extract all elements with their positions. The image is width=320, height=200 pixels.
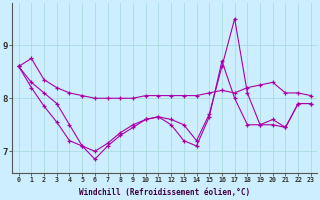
X-axis label: Windchill (Refroidissement éolien,°C): Windchill (Refroidissement éolien,°C): [79, 188, 250, 197]
